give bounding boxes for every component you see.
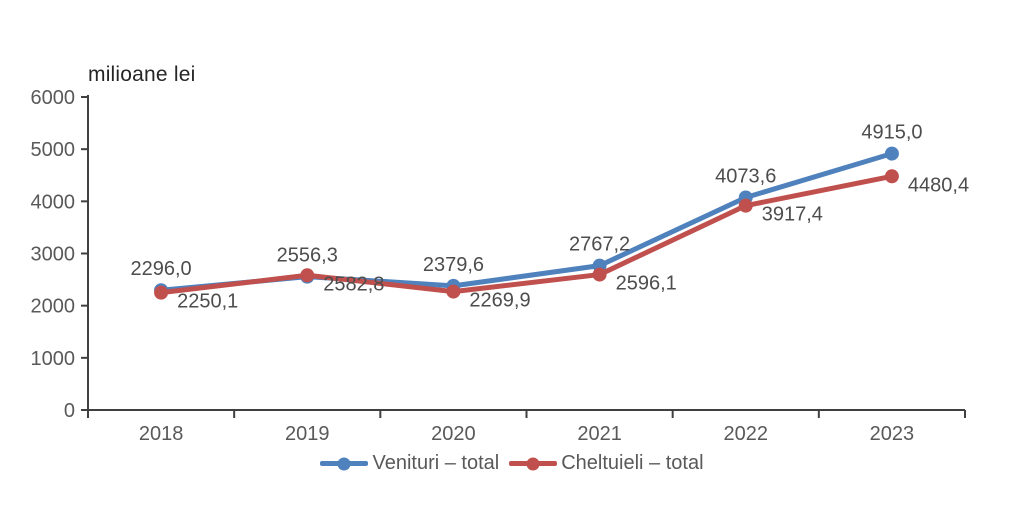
legend-item-cheltuieli: Cheltuieli – total <box>509 452 704 475</box>
legend-item-venituri: Venituri – total <box>320 452 499 475</box>
data-label-venituri: 2296,0 <box>130 258 191 280</box>
data-point-marker-1 <box>300 268 315 283</box>
data-point-marker-1 <box>154 285 169 300</box>
data-label-cheltuieli: 4480,4 <box>908 174 969 196</box>
x-tick-label: 2019 <box>285 423 330 445</box>
x-tick-label: 2021 <box>577 423 622 445</box>
legend-marker-dot-venituri <box>337 457 351 470</box>
data-label-venituri: 2767,2 <box>569 234 630 256</box>
data-point-marker-1 <box>446 284 461 299</box>
x-tick-label: 2023 <box>870 423 915 445</box>
series-line-1 <box>158 173 895 296</box>
y-tick-label: 1000 <box>31 348 76 370</box>
chart-axis-title: milioane lei <box>88 63 196 86</box>
legend-label-venituri: Venituri – total <box>372 452 500 474</box>
chart-legend: Venituri – total Cheltuieli – total <box>0 452 1024 475</box>
legend-label-cheltuieli: Cheltuieli – total <box>561 452 704 474</box>
legend-line-sample-venituri <box>320 457 369 470</box>
data-point-marker-1 <box>884 169 899 184</box>
data-point-marker-1 <box>738 198 753 213</box>
data-point-marker-1 <box>592 267 607 282</box>
data-label-cheltuieli: 3917,4 <box>762 204 823 226</box>
data-label-cheltuieli: 2250,1 <box>177 291 238 313</box>
data-label-cheltuieli: 2269,9 <box>469 290 530 312</box>
x-tick-label: 2018 <box>139 423 184 445</box>
x-tick-label: 2020 <box>431 423 476 445</box>
y-tick-label: 0 <box>64 400 75 422</box>
data-label-venituri: 4915,0 <box>861 122 922 144</box>
data-label-venituri: 2379,6 <box>423 254 484 276</box>
y-tick-label: 4000 <box>31 191 76 213</box>
y-tick-label: 5000 <box>31 139 76 161</box>
legend-marker-dot-cheltuieli <box>526 457 540 470</box>
data-label-venituri: 4073,6 <box>715 165 776 187</box>
y-tick-label: 2000 <box>31 296 76 318</box>
y-tick-label: 3000 <box>31 244 76 266</box>
data-point-marker-0 <box>884 146 899 161</box>
data-label-venituri: 2556,3 <box>277 245 338 267</box>
x-tick-label: 2022 <box>724 423 769 445</box>
legend-line-sample-cheltuieli <box>509 457 558 470</box>
data-label-cheltuieli: 2596,1 <box>616 273 677 295</box>
data-label-cheltuieli: 2582,8 <box>323 273 384 295</box>
y-tick-label: 6000 <box>31 87 76 109</box>
